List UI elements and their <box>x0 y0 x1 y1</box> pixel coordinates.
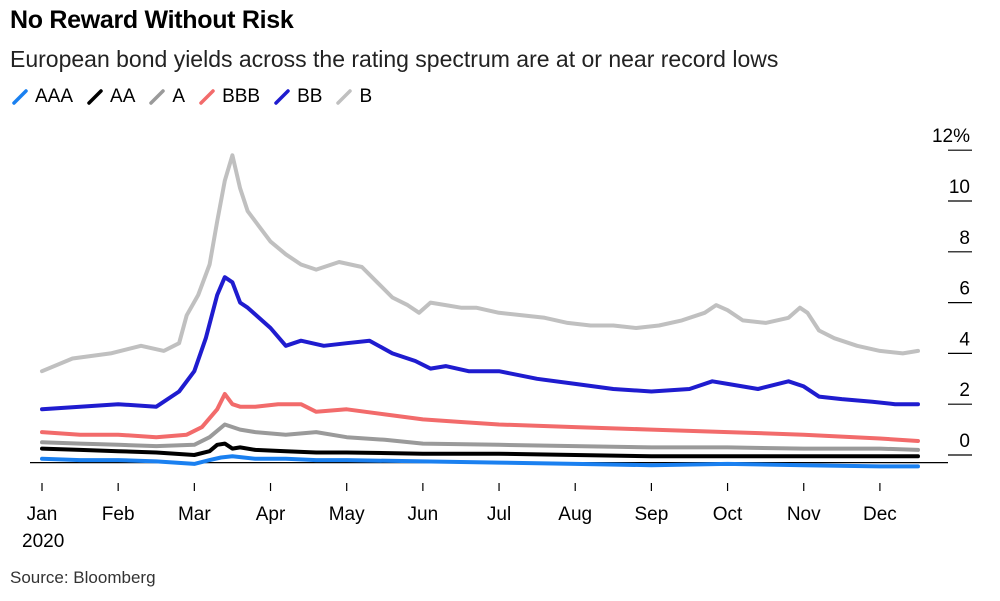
chart-legend: AAA AA A BBB BB B <box>12 86 372 108</box>
y-tick-label: 6 <box>959 279 970 300</box>
x-tick-label: Jul <box>487 504 511 525</box>
legend-item-aa: AA <box>87 86 135 108</box>
legend-item-aaa: AAA <box>12 86 73 108</box>
x-tick-label: Oct <box>713 504 743 525</box>
legend-swatch <box>149 89 166 105</box>
legend-swatch <box>336 89 353 105</box>
x-tick-label: May <box>329 504 365 525</box>
legend-swatch <box>274 89 290 105</box>
legend-item-b: B <box>336 86 372 108</box>
y-tick-label: 2 <box>959 380 970 401</box>
x-tick-label: Feb <box>102 504 135 525</box>
x-tick-label: Apr <box>256 504 286 525</box>
legend-label: AA <box>110 86 136 107</box>
legend-swatch <box>87 89 103 105</box>
series-line-b <box>40 153 920 374</box>
x-tick-label: Sep <box>634 504 668 525</box>
x-tick-label: Dec <box>863 504 897 525</box>
chart-title: No Reward Without Risk <box>10 6 294 34</box>
legend-label: BBB <box>222 86 261 107</box>
x-tick-label: Aug <box>558 504 592 525</box>
series-line-aa <box>40 441 920 459</box>
series-line-aaa <box>40 454 920 469</box>
legend-label: B <box>359 86 373 107</box>
y-tick-label: 0 <box>959 431 970 452</box>
chart-source: Source: Bloomberg <box>10 568 156 587</box>
legend-item-bb: BB <box>274 86 322 108</box>
legend-swatch <box>199 89 215 105</box>
y-tick-label: 8 <box>959 228 970 249</box>
x-year-label: 2020 <box>22 531 64 552</box>
x-tick-label: Jan <box>27 504 58 525</box>
chart-subtitle: European bond yields across the rating s… <box>10 46 779 72</box>
legend-item-a: A <box>149 86 185 108</box>
legend-label: A <box>172 86 186 107</box>
legend-item-bbb: BBB <box>199 86 260 108</box>
series-line-bbb <box>40 392 920 443</box>
y-tick-label: 10 <box>949 177 970 198</box>
series-line-a <box>40 422 920 452</box>
y-tick-label: 12% <box>932 126 970 147</box>
x-tick-label: Mar <box>178 504 211 525</box>
legend-label: AAA <box>35 86 74 107</box>
y-tick-label: 4 <box>959 329 970 350</box>
x-tick-label: Jun <box>408 504 439 525</box>
legend-swatch <box>12 89 28 105</box>
series-line-bb <box>40 275 920 412</box>
legend-label: BB <box>297 86 323 107</box>
x-tick-label: Nov <box>787 504 821 525</box>
